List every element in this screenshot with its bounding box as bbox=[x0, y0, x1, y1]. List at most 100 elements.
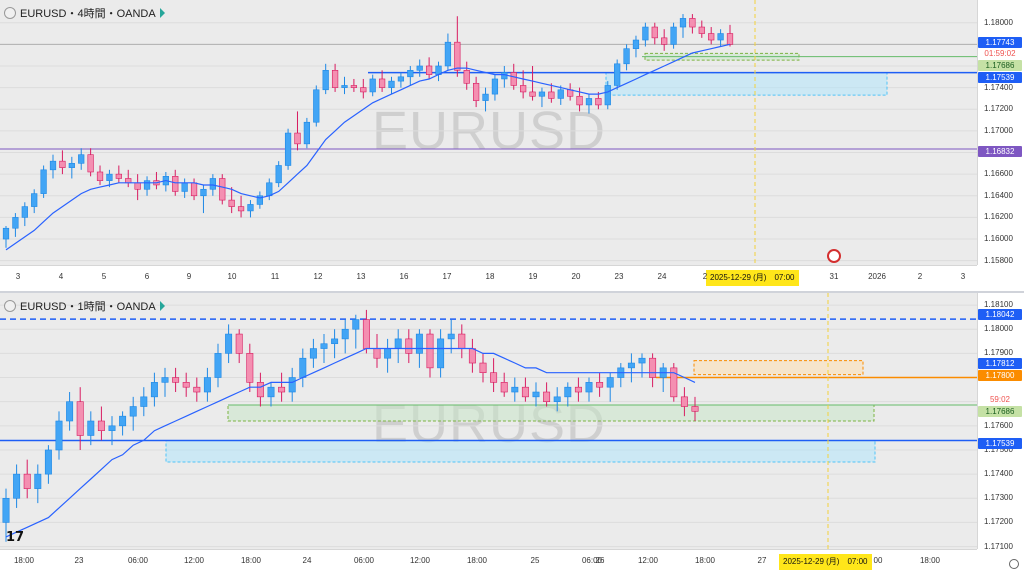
candle-body bbox=[275, 165, 282, 184]
time-tick-label: 25 bbox=[530, 556, 540, 565]
candle-body bbox=[491, 78, 499, 95]
candle-body bbox=[256, 195, 263, 205]
candle-body bbox=[482, 93, 489, 101]
price-axis-1h[interactable]: 1.181001.180001.179001.178001.177001.176… bbox=[977, 293, 1024, 569]
candle-body bbox=[21, 206, 28, 218]
time-tick-label: 06:00 bbox=[581, 556, 603, 565]
candle-body bbox=[473, 82, 480, 101]
candle-body bbox=[373, 348, 381, 359]
candle-body bbox=[623, 48, 630, 65]
candle-body bbox=[294, 132, 301, 145]
settings-gear-icon[interactable] bbox=[1009, 559, 1019, 569]
candle-body bbox=[564, 386, 572, 398]
price-tick-label: 1.17200 bbox=[984, 104, 1013, 114]
candle-body bbox=[490, 372, 498, 383]
candle-body bbox=[362, 319, 370, 349]
symbol-title-1h[interactable]: EURUSD・1時間・OANDA bbox=[4, 298, 165, 314]
candle-body bbox=[214, 353, 222, 378]
price-tick-label: 1.16000 bbox=[984, 234, 1013, 244]
time-tick-label: 26 bbox=[595, 556, 605, 565]
time-tick-label: 10 bbox=[227, 272, 237, 281]
symbol-logo-icon bbox=[4, 300, 16, 312]
price-tag-label: 1.18042 bbox=[978, 309, 1022, 320]
candle-body bbox=[444, 41, 452, 67]
candle-body bbox=[651, 26, 658, 39]
price-tick-label: 1.17400 bbox=[984, 82, 1013, 92]
time-tick-label: 18:00 bbox=[919, 556, 941, 565]
candles-svg-1h bbox=[0, 293, 977, 549]
time-tick-label: 06:00 bbox=[127, 556, 149, 565]
time-axis-1h[interactable]: 2025-12-29 (月) 07:00 18:00 23 06:00 12:00 18… bbox=[0, 549, 977, 576]
candle-body bbox=[143, 180, 151, 190]
chart-pane-1h[interactable]: EURUSD・1時間・OANDA EURUSD 17 1.18100 1.1800… bbox=[0, 291, 1024, 576]
tradingview-logo-icon[interactable]: 17 bbox=[6, 530, 25, 545]
candle-body bbox=[331, 70, 339, 88]
time-tick-label: 12:00 bbox=[183, 556, 205, 565]
time-tick-label: 9 bbox=[186, 272, 192, 281]
candle-body bbox=[468, 348, 476, 364]
price-tick-label: 1.16600 bbox=[984, 169, 1013, 179]
candle-body bbox=[23, 473, 31, 489]
price-tick-label: 1.17400 bbox=[984, 469, 1013, 479]
time-tick-label: 00 bbox=[873, 556, 883, 565]
candle-body bbox=[405, 338, 413, 354]
candle-body bbox=[322, 70, 329, 91]
candle-body bbox=[284, 132, 292, 166]
time-tick-label: 24 bbox=[657, 272, 667, 281]
price-tag-label: 1.17539 bbox=[978, 438, 1022, 449]
candle-body bbox=[129, 406, 137, 417]
candle-body bbox=[501, 72, 508, 80]
candle-body bbox=[511, 386, 519, 393]
time-tick-label: 18:00 bbox=[466, 556, 488, 565]
candle-body bbox=[614, 63, 621, 86]
chart-pane-4h[interactable]: EURUSD・4時間・OANDA EURUSD 1.180001.178001.… bbox=[0, 0, 1024, 290]
candle-body bbox=[606, 377, 614, 388]
time-axis-4h[interactable]: 2025-12-29 (月) 07:00 3 4 5 6 9 10 11 12 13 16 17 18… bbox=[0, 265, 977, 290]
plot-area-4h[interactable]: EURUSD・4時間・OANDA EURUSD bbox=[0, 0, 977, 265]
price-tick-label: 1.16200 bbox=[984, 212, 1013, 222]
price-tick-label: 1.18000 bbox=[984, 17, 1013, 27]
plot-area-1h[interactable]: EURUSD・1時間・OANDA EURUSD 17 bbox=[0, 293, 977, 549]
candle-body bbox=[596, 382, 604, 388]
time-tick-label: 5 bbox=[101, 272, 107, 281]
market-status-icon bbox=[159, 8, 165, 18]
candle-body bbox=[576, 95, 583, 106]
support-zone-blue bbox=[605, 72, 888, 96]
candle-body bbox=[78, 154, 85, 164]
price-tick-label: 1.17900 bbox=[984, 348, 1013, 358]
candle-body bbox=[642, 26, 649, 41]
price-tick-label: 1.16400 bbox=[984, 190, 1013, 200]
time-tick-label: 23 bbox=[74, 556, 84, 565]
us-flag-event-icon[interactable] bbox=[827, 249, 841, 263]
candle-body bbox=[529, 91, 536, 97]
candle-body bbox=[627, 362, 635, 369]
time-tick-label: 4 bbox=[58, 272, 64, 281]
candle-body bbox=[68, 163, 75, 168]
candle-body bbox=[500, 382, 508, 393]
price-tag-label: 1.17686 bbox=[978, 406, 1022, 417]
support-zone-green bbox=[227, 404, 875, 422]
candle-body bbox=[134, 182, 141, 190]
candle-body bbox=[595, 98, 602, 106]
candle-body bbox=[200, 188, 207, 197]
candle-body bbox=[288, 377, 296, 393]
candle-body bbox=[12, 217, 19, 229]
candle-body bbox=[309, 348, 317, 359]
candle-body bbox=[87, 420, 95, 436]
candle-body bbox=[303, 121, 311, 145]
resistance-zone-orange bbox=[693, 360, 864, 376]
symbol-title-4h[interactable]: EURUSD・4時間・OANDA bbox=[4, 5, 165, 21]
candle-body bbox=[320, 343, 328, 349]
candle-body bbox=[96, 171, 104, 181]
candle-body bbox=[209, 178, 216, 190]
crosshair-date-tag-4h: 2025-12-29 (月) 07:00 bbox=[706, 270, 799, 286]
candle-body bbox=[341, 85, 348, 88]
price-tick-label: 1.17300 bbox=[984, 493, 1013, 503]
candle-body bbox=[66, 401, 74, 422]
candle-body bbox=[247, 204, 254, 212]
candle-body bbox=[193, 386, 201, 393]
candle-body bbox=[119, 415, 127, 427]
candle-body bbox=[437, 338, 445, 369]
candle-body bbox=[454, 41, 461, 71]
candle-body bbox=[13, 473, 21, 499]
